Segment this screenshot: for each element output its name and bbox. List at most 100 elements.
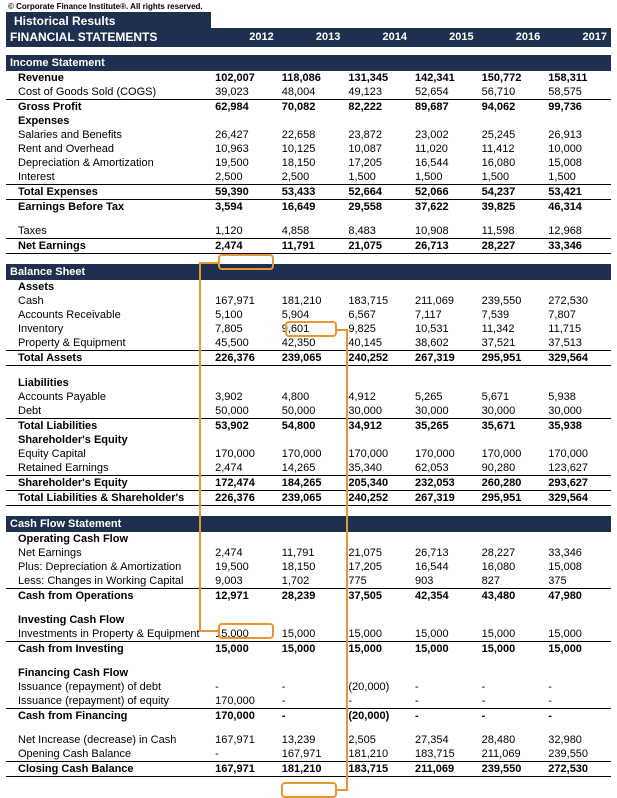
cell-value: 29,558 (344, 200, 411, 215)
cell-value: (20,000) (344, 709, 411, 724)
cell-value: 33,346 (544, 239, 611, 254)
row-label: Gross Profit (6, 100, 211, 115)
cell-value: 11,598 (478, 224, 545, 239)
cell-value (478, 280, 545, 294)
cell-value: 775 (344, 574, 411, 589)
cell-value (278, 114, 345, 128)
cell-value: 158,311 (544, 71, 611, 85)
cell-value: 50,000 (278, 404, 345, 419)
cell-value: 2,500 (278, 170, 345, 185)
cell-value: 267,319 (411, 351, 478, 366)
cell-value: 10,908 (411, 224, 478, 239)
year-1: 2013 (278, 28, 345, 47)
cell-value: 2,474 (211, 546, 278, 560)
row-label: Retained Earnings (6, 461, 211, 476)
cell-value: 32,980 (544, 733, 611, 747)
table-row: Cash167,971181,210183,715211,069239,5502… (6, 294, 611, 308)
cell-value: 239,550 (478, 294, 545, 308)
cell-value: 10,963 (211, 142, 278, 156)
cell-value: 181,210 (278, 294, 345, 308)
cell-value (344, 613, 411, 627)
table-row: Cost of Goods Sold (COGS)39,02348,00449,… (6, 85, 611, 100)
cell-value: - (278, 709, 345, 724)
row-label: Liabilities (6, 376, 211, 390)
cell-value: 170,000 (411, 447, 478, 461)
cell-value: - (211, 680, 278, 694)
cell-value: 17,205 (344, 156, 411, 170)
cell-value: 94,062 (478, 100, 545, 115)
cell-value: 170,000 (211, 709, 278, 724)
cell-value: 11,791 (278, 239, 345, 254)
header-table: Historical Results FINANCIAL STATEMENTS … (6, 12, 611, 47)
row-label: Net Earnings (6, 546, 211, 560)
cell-value: 82,222 (344, 100, 411, 115)
table-row (6, 603, 611, 613)
table-row: Investing Cash Flow (6, 613, 611, 627)
cell-value: 35,265 (411, 419, 478, 434)
cell-value: 2,474 (211, 239, 278, 254)
cell-value: 9,825 (344, 322, 411, 336)
highlight-box-closing-cash-2013 (281, 782, 337, 798)
row-label: Opening Cash Balance (6, 747, 211, 762)
cell-value: 38,602 (411, 336, 478, 351)
row-label: Depreciation & Amortization (6, 156, 211, 170)
cell-value (411, 666, 478, 680)
cell-value (411, 280, 478, 294)
cell-value: 118,086 (278, 71, 345, 85)
cell-value (478, 532, 545, 546)
cell-value: 47,980 (544, 589, 611, 604)
table-row: Salaries and Benefits26,42722,65823,8722… (6, 128, 611, 142)
row-label: Total Expenses (6, 185, 211, 200)
cell-value (211, 666, 278, 680)
cell-value: 15,000 (478, 642, 545, 657)
cell-value: 19,500 (211, 560, 278, 574)
cell-value: 329,564 (544, 351, 611, 366)
cell-value: 17,205 (344, 560, 411, 574)
cell-value: 37,505 (344, 589, 411, 604)
cell-value: 232,053 (411, 476, 478, 491)
cell-value: 167,971 (278, 747, 345, 762)
table-row: Issuance (repayment) of debt--(20,000)--… (6, 680, 611, 694)
row-label: Taxes (6, 224, 211, 239)
cell-value (344, 114, 411, 128)
cell-value: 15,000 (544, 627, 611, 642)
cell-value: 183,715 (344, 294, 411, 308)
cell-value: - (544, 694, 611, 709)
cell-value: 10,125 (278, 142, 345, 156)
cell-value (411, 613, 478, 627)
table-row: Cash from Operations12,97128,23937,50542… (6, 589, 611, 604)
main-title: FINANCIAL STATEMENTS (6, 28, 211, 47)
cell-value: 39,023 (211, 85, 278, 100)
balance-section-title: Balance Sheet (6, 264, 611, 280)
cell-value: 26,913 (544, 128, 611, 142)
cell-value: 52,654 (411, 85, 478, 100)
row-label: Debt (6, 404, 211, 419)
cell-value (344, 433, 411, 447)
cell-value: 170,000 (478, 447, 545, 461)
row-label: Salaries and Benefits (6, 128, 211, 142)
table-row (6, 214, 611, 224)
cell-value: - (478, 694, 545, 709)
row-label: Operating Cash Flow (6, 532, 211, 546)
cell-value: 53,902 (211, 419, 278, 434)
cell-value: 43,480 (478, 589, 545, 604)
cell-value: 12,968 (544, 224, 611, 239)
cell-value: - (211, 747, 278, 762)
row-label: Rent and Overhead (6, 142, 211, 156)
cell-value: 226,376 (211, 351, 278, 366)
table-row: Interest2,5002,5001,5001,5001,5001,500 (6, 170, 611, 185)
cell-value: 35,340 (344, 461, 411, 476)
cell-value: 37,513 (544, 336, 611, 351)
cell-value: 89,687 (411, 100, 478, 115)
cell-value: 15,008 (544, 560, 611, 574)
cell-value: 2,500 (211, 170, 278, 185)
row-label: Revenue (6, 71, 211, 85)
cell-value: 54,237 (478, 185, 545, 200)
cell-value: 293,627 (544, 476, 611, 491)
cell-value: 15,000 (211, 642, 278, 657)
row-label: Shareholder's Equity (6, 433, 211, 447)
cell-value: 30,000 (411, 404, 478, 419)
cell-value: 53,421 (544, 185, 611, 200)
cell-value: 35,671 (478, 419, 545, 434)
cell-value: 142,341 (411, 71, 478, 85)
